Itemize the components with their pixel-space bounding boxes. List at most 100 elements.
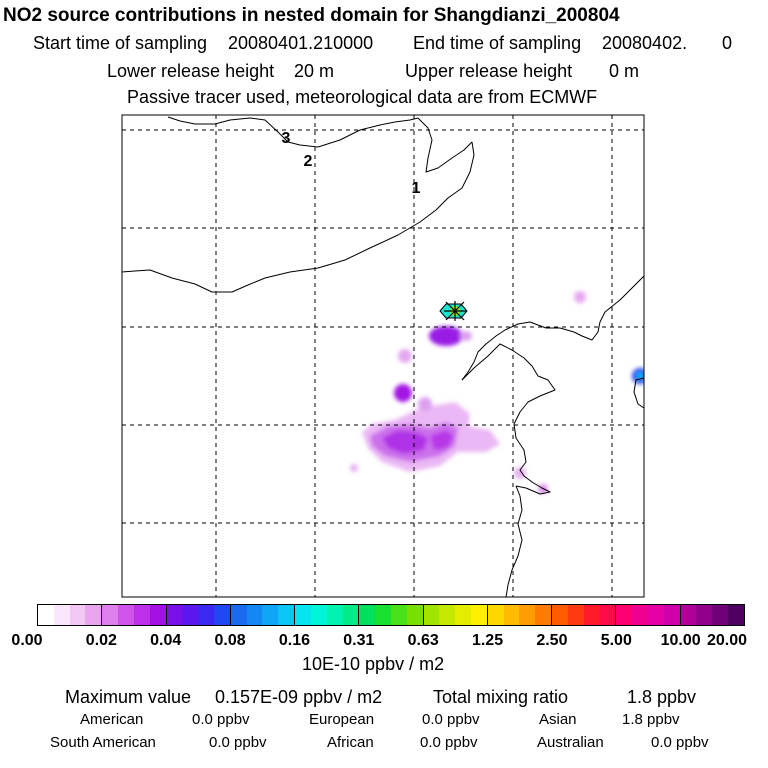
lower-release-value: 20 m	[294, 61, 335, 81]
station-marker-icon	[439, 301, 468, 321]
colorbar-swatch	[53, 605, 70, 625]
coastline-liaodong	[461, 275, 644, 381]
upper-release-value: 0 m	[609, 61, 640, 81]
colorbar-swatch	[712, 605, 729, 625]
region-name: Australian	[537, 734, 604, 751]
colorbar-swatch	[455, 605, 472, 625]
colorbar-swatch	[310, 605, 327, 625]
region-value: 1.8 ppbv	[622, 711, 680, 728]
total-mixing-value: 1.8 ppbv	[627, 687, 697, 707]
colorbar-tick-label: 10.00	[660, 632, 701, 649]
colorbar-swatch	[423, 605, 440, 625]
plume-station-blob	[429, 326, 463, 346]
total-mixing-label: Total mixing ratio	[433, 687, 569, 707]
map-borders	[122, 116, 644, 597]
colorbar-swatch	[278, 605, 295, 625]
colorbar-swatch	[599, 605, 616, 625]
colorbar-swatch	[390, 605, 407, 625]
colorbar-tick-label: 0.16	[278, 632, 311, 649]
colorbar-swatch	[503, 605, 520, 625]
colorbar-swatch	[567, 605, 584, 625]
colorbar-units: 10E-10 ppbv / m2	[302, 654, 445, 674]
colorbar-swatch	[375, 605, 391, 625]
colorbar-tick-label: 20.00	[706, 632, 748, 649]
colorbar-swatch	[166, 605, 183, 625]
region-name: South American	[50, 734, 156, 751]
colorbar-swatch	[728, 605, 744, 625]
border-north	[167, 116, 419, 148]
colorbar-swatch	[295, 605, 311, 625]
colorbar-swatch	[85, 605, 102, 625]
region-name: American	[80, 711, 144, 728]
colorbar-segment	[486, 605, 552, 625]
region-name: Asian	[539, 711, 577, 728]
end-time-label: End time of sampling	[413, 33, 582, 53]
map-frame-bg	[122, 115, 644, 597]
upper-release-label: Upper release height	[405, 61, 573, 81]
plume-blob-coast	[514, 467, 526, 479]
border-northeast	[417, 117, 473, 173]
colorbar-swatch	[198, 605, 214, 625]
colorbar-segment	[551, 605, 616, 625]
colorbar-tick-label: 0.63	[407, 632, 439, 649]
colorbar-tick-label: 2.50	[536, 632, 568, 649]
coastline-south	[505, 485, 523, 597]
plume-core-east	[430, 430, 454, 450]
colorbar-swatch	[102, 605, 119, 625]
max-value: 0.157E-09 ppbv / m2	[215, 687, 383, 707]
colorbar-swatch	[632, 605, 649, 625]
colorbar-swatch	[583, 605, 600, 625]
colorbar-segment	[38, 605, 102, 625]
colorbar-tick-label: 0.04	[150, 632, 182, 649]
end-time-extra: 0	[722, 33, 733, 53]
map-label-2: 2	[304, 153, 313, 170]
colorbar-swatch	[471, 605, 487, 625]
map-frame	[121, 114, 645, 598]
colorbar-segment	[294, 605, 359, 625]
colorbar-tick-label: 0.31	[343, 632, 375, 649]
colorbar-swatch	[552, 605, 568, 625]
colorbar-swatch	[648, 605, 664, 625]
plume-blob-northeast	[574, 291, 586, 303]
colorbar-segment	[615, 605, 680, 625]
end-time-value: 20080402.	[602, 33, 688, 53]
plume-core	[382, 430, 428, 454]
colorbar-swatch	[519, 605, 536, 625]
colorbar-swatch	[246, 605, 263, 625]
region-value: 0.0 ppbv	[209, 734, 267, 751]
colorbar-swatch	[663, 605, 680, 625]
colorbar-swatch	[149, 605, 166, 625]
max-value-label: Maximum value	[65, 687, 192, 707]
start-time-label: Start time of sampling	[33, 33, 208, 53]
plume-blob-southwest	[350, 464, 358, 472]
colorbar-swatch	[38, 605, 54, 625]
colorbar-tick-label: 0.08	[214, 632, 246, 649]
colorbar-swatch	[262, 605, 279, 625]
colorbar-segment	[101, 605, 166, 625]
colorbar-swatch	[213, 605, 230, 625]
plume-blob-north	[398, 349, 412, 363]
map-label-1: 1	[412, 180, 421, 197]
page-title: NO2 source contributions in nested domai…	[3, 5, 620, 26]
info-line: Passive tracer used, meteorological data…	[127, 87, 598, 107]
colorbar	[37, 604, 745, 626]
colorbar-swatch	[182, 605, 199, 625]
colorbar-swatch	[535, 605, 552, 625]
colorbar-swatch	[230, 605, 247, 625]
colorbar-swatch	[616, 605, 633, 625]
border-inner-mongolia	[122, 141, 475, 293]
colorbar-swatch	[487, 605, 504, 625]
colorbar-swatch	[696, 605, 713, 625]
map-label-3: 3	[282, 130, 291, 147]
region-name: African	[327, 734, 374, 751]
region-value: 0.0 ppbv	[422, 711, 480, 728]
colorbar-swatch	[342, 605, 359, 625]
concentration-plume	[350, 291, 644, 494]
colorbar-tick-label: 1.25	[471, 632, 504, 649]
colorbar-swatch	[69, 605, 86, 625]
lower-release-label: Lower release height	[107, 61, 275, 81]
region-value: 0.0 ppbv	[192, 711, 250, 728]
colorbar-tick-label: 5.00	[600, 632, 632, 649]
colorbar-swatch	[326, 605, 343, 625]
colorbar-swatch	[133, 605, 150, 625]
